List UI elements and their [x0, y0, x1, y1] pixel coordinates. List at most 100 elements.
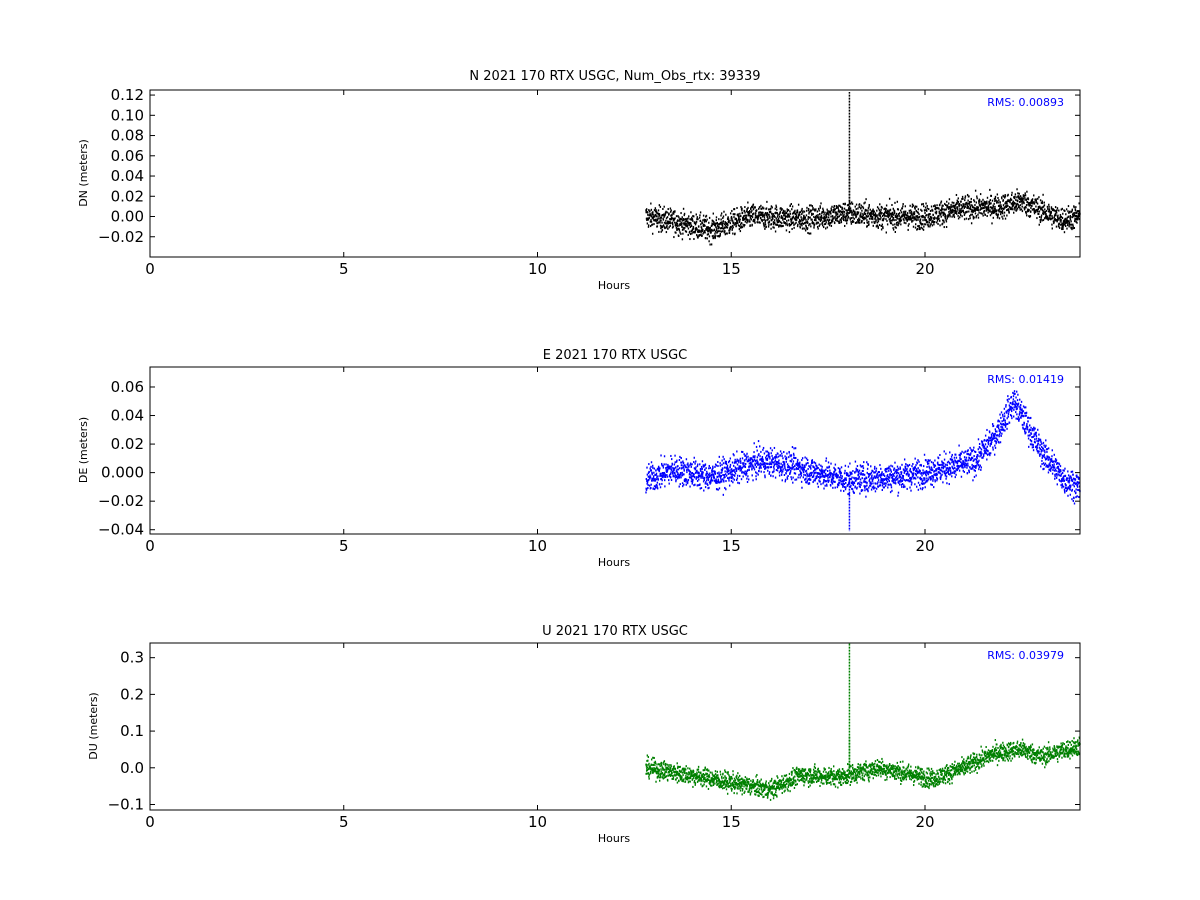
north-data-point [704, 220, 706, 223]
east-data-point [950, 458, 953, 461]
north-data-point [713, 235, 715, 238]
east-data-point [723, 480, 725, 483]
east-data-point [806, 481, 808, 484]
east-data-point [728, 484, 731, 487]
north-data-point [739, 226, 742, 229]
east-data-point [1001, 413, 1004, 416]
north-data-point [691, 228, 694, 231]
east-data-point [974, 458, 976, 461]
north-data-point [1031, 208, 1034, 211]
north-data-point [698, 216, 701, 219]
north-data-point [692, 227, 695, 230]
east-data-point [993, 453, 996, 456]
east-data-point [647, 475, 650, 478]
east-data-point [946, 464, 948, 467]
north-data-point [723, 231, 726, 234]
north-data-point [988, 200, 991, 203]
north-data-point [769, 210, 772, 213]
north-data-point [1042, 212, 1044, 215]
north-data-point [708, 221, 710, 224]
east-data-point [683, 469, 685, 472]
north-data-point [957, 197, 959, 200]
north-data-point [1047, 207, 1049, 210]
north-data-point [1025, 206, 1027, 209]
east-data-point [868, 478, 871, 481]
east-data-point [960, 475, 963, 478]
north-data-point [732, 213, 735, 216]
east-data-point [970, 467, 973, 470]
east-data-point [661, 476, 664, 479]
north-data-point [911, 220, 913, 223]
north-data-point [940, 215, 942, 218]
north-data-point [675, 231, 677, 234]
north-data-point [792, 215, 795, 218]
east-data-point [810, 467, 812, 470]
east-data-point [800, 467, 802, 470]
north-data-point [924, 209, 926, 212]
north-data-point [676, 224, 678, 227]
east-data-point [655, 469, 657, 472]
east-data-point [1036, 450, 1039, 453]
east-data-point [666, 469, 669, 472]
north-data-point [894, 226, 896, 229]
north-data-point [823, 223, 826, 226]
east-data-point [697, 463, 699, 466]
east-data-point [741, 450, 744, 453]
east-data-point [856, 477, 858, 480]
east-data-point [1008, 398, 1010, 401]
east-data-point [886, 467, 888, 470]
east-data-point [960, 464, 963, 467]
north-data-point [772, 217, 774, 220]
north-data-point [968, 202, 971, 205]
east-data-point [939, 472, 942, 475]
east-data-point [917, 488, 920, 491]
north-data-point [768, 223, 770, 226]
east-data-point [716, 475, 718, 478]
north-data-point [861, 217, 864, 220]
east-data-point [999, 431, 1002, 434]
north-data-point [720, 212, 723, 215]
north-data-point [738, 228, 741, 231]
north-data-point [851, 201, 853, 204]
east-data-point [865, 481, 867, 484]
east-data-point [797, 467, 800, 470]
north-data-point [1067, 220, 1069, 223]
north-data-point [985, 206, 987, 209]
north-data-point [701, 229, 704, 232]
east-data-point [904, 467, 907, 470]
north-data-point [981, 212, 983, 215]
east-data-point [983, 453, 985, 456]
north-data-point [850, 217, 853, 220]
east-data-point [736, 460, 738, 463]
east-data-point [817, 475, 820, 478]
east-data-point [930, 466, 933, 469]
east-data-point [753, 466, 755, 469]
north-data-point [1053, 216, 1055, 219]
east-data-point [887, 467, 890, 470]
east-data-point [848, 477, 851, 480]
east-data-point [835, 472, 838, 475]
east-data-point [876, 482, 879, 485]
north-data-point [889, 222, 892, 225]
north-data-point [858, 221, 860, 224]
east-data-point [826, 484, 828, 487]
east-data-point [763, 463, 765, 466]
north-data-point [809, 209, 812, 212]
east-data-point [685, 483, 687, 486]
north-data-point [914, 226, 917, 229]
north-data-point [677, 215, 679, 218]
east-data-point [959, 456, 961, 459]
east-data-point [747, 475, 749, 478]
east-data-point [954, 466, 956, 469]
north-data-point [667, 222, 670, 225]
north-data-point [882, 225, 884, 228]
east-data-point [772, 461, 775, 464]
north-data-point [648, 209, 650, 212]
north-data-point [883, 211, 886, 214]
north-data-point [989, 206, 992, 209]
north-data-point [720, 230, 723, 233]
east-data-point [807, 467, 809, 470]
east-data-point [647, 484, 649, 487]
east-data-point [883, 473, 885, 476]
